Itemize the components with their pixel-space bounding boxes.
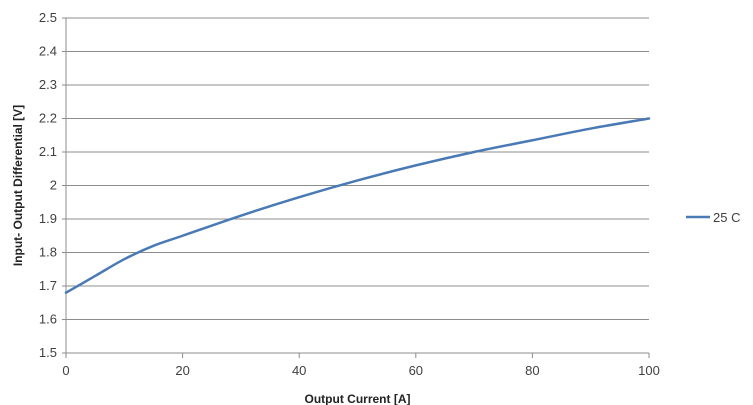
x-tick-label: 40 — [292, 363, 306, 378]
y-tick-label: 2.3 — [39, 77, 57, 92]
y-tick-label: 2.5 — [39, 10, 57, 25]
y-tick-label: 1.7 — [39, 278, 57, 293]
x-tick-label: 60 — [409, 363, 423, 378]
axes — [62, 17, 650, 358]
x-tick-label: 100 — [638, 363, 660, 378]
y-axis-title: Input- Output Differential [V] — [11, 105, 25, 266]
y-tick-label: 1.9 — [39, 211, 57, 226]
x-tick-label: 80 — [525, 363, 539, 378]
grid — [66, 17, 649, 320]
y-tick-label: 1.8 — [39, 245, 57, 260]
y-tick-label: 2.4 — [39, 44, 57, 59]
series — [64, 117, 651, 294]
y-tick-label: 2.2 — [39, 111, 57, 126]
series-line-25c — [64, 117, 651, 294]
y-tick-labels: 1.5 1.6 1.7 1.8 1.9 2 2.1 2.2 2.3 2.4 2.5 — [39, 10, 57, 360]
y-tick-label: 1.6 — [39, 312, 57, 327]
y-tick-label: 2.1 — [39, 144, 57, 159]
legend-label-25c: 25 C — [713, 210, 740, 225]
x-tick-label: 0 — [62, 363, 69, 378]
y-tick-label: 1.5 — [39, 345, 57, 360]
x-tick-label: 20 — [175, 363, 189, 378]
x-tick-labels: 0 20 40 60 80 100 — [62, 363, 659, 378]
legend: 25 C — [686, 210, 740, 225]
y-tick-label: 2 — [50, 178, 57, 193]
x-axis-title: Output Current [A] — [305, 392, 411, 405]
